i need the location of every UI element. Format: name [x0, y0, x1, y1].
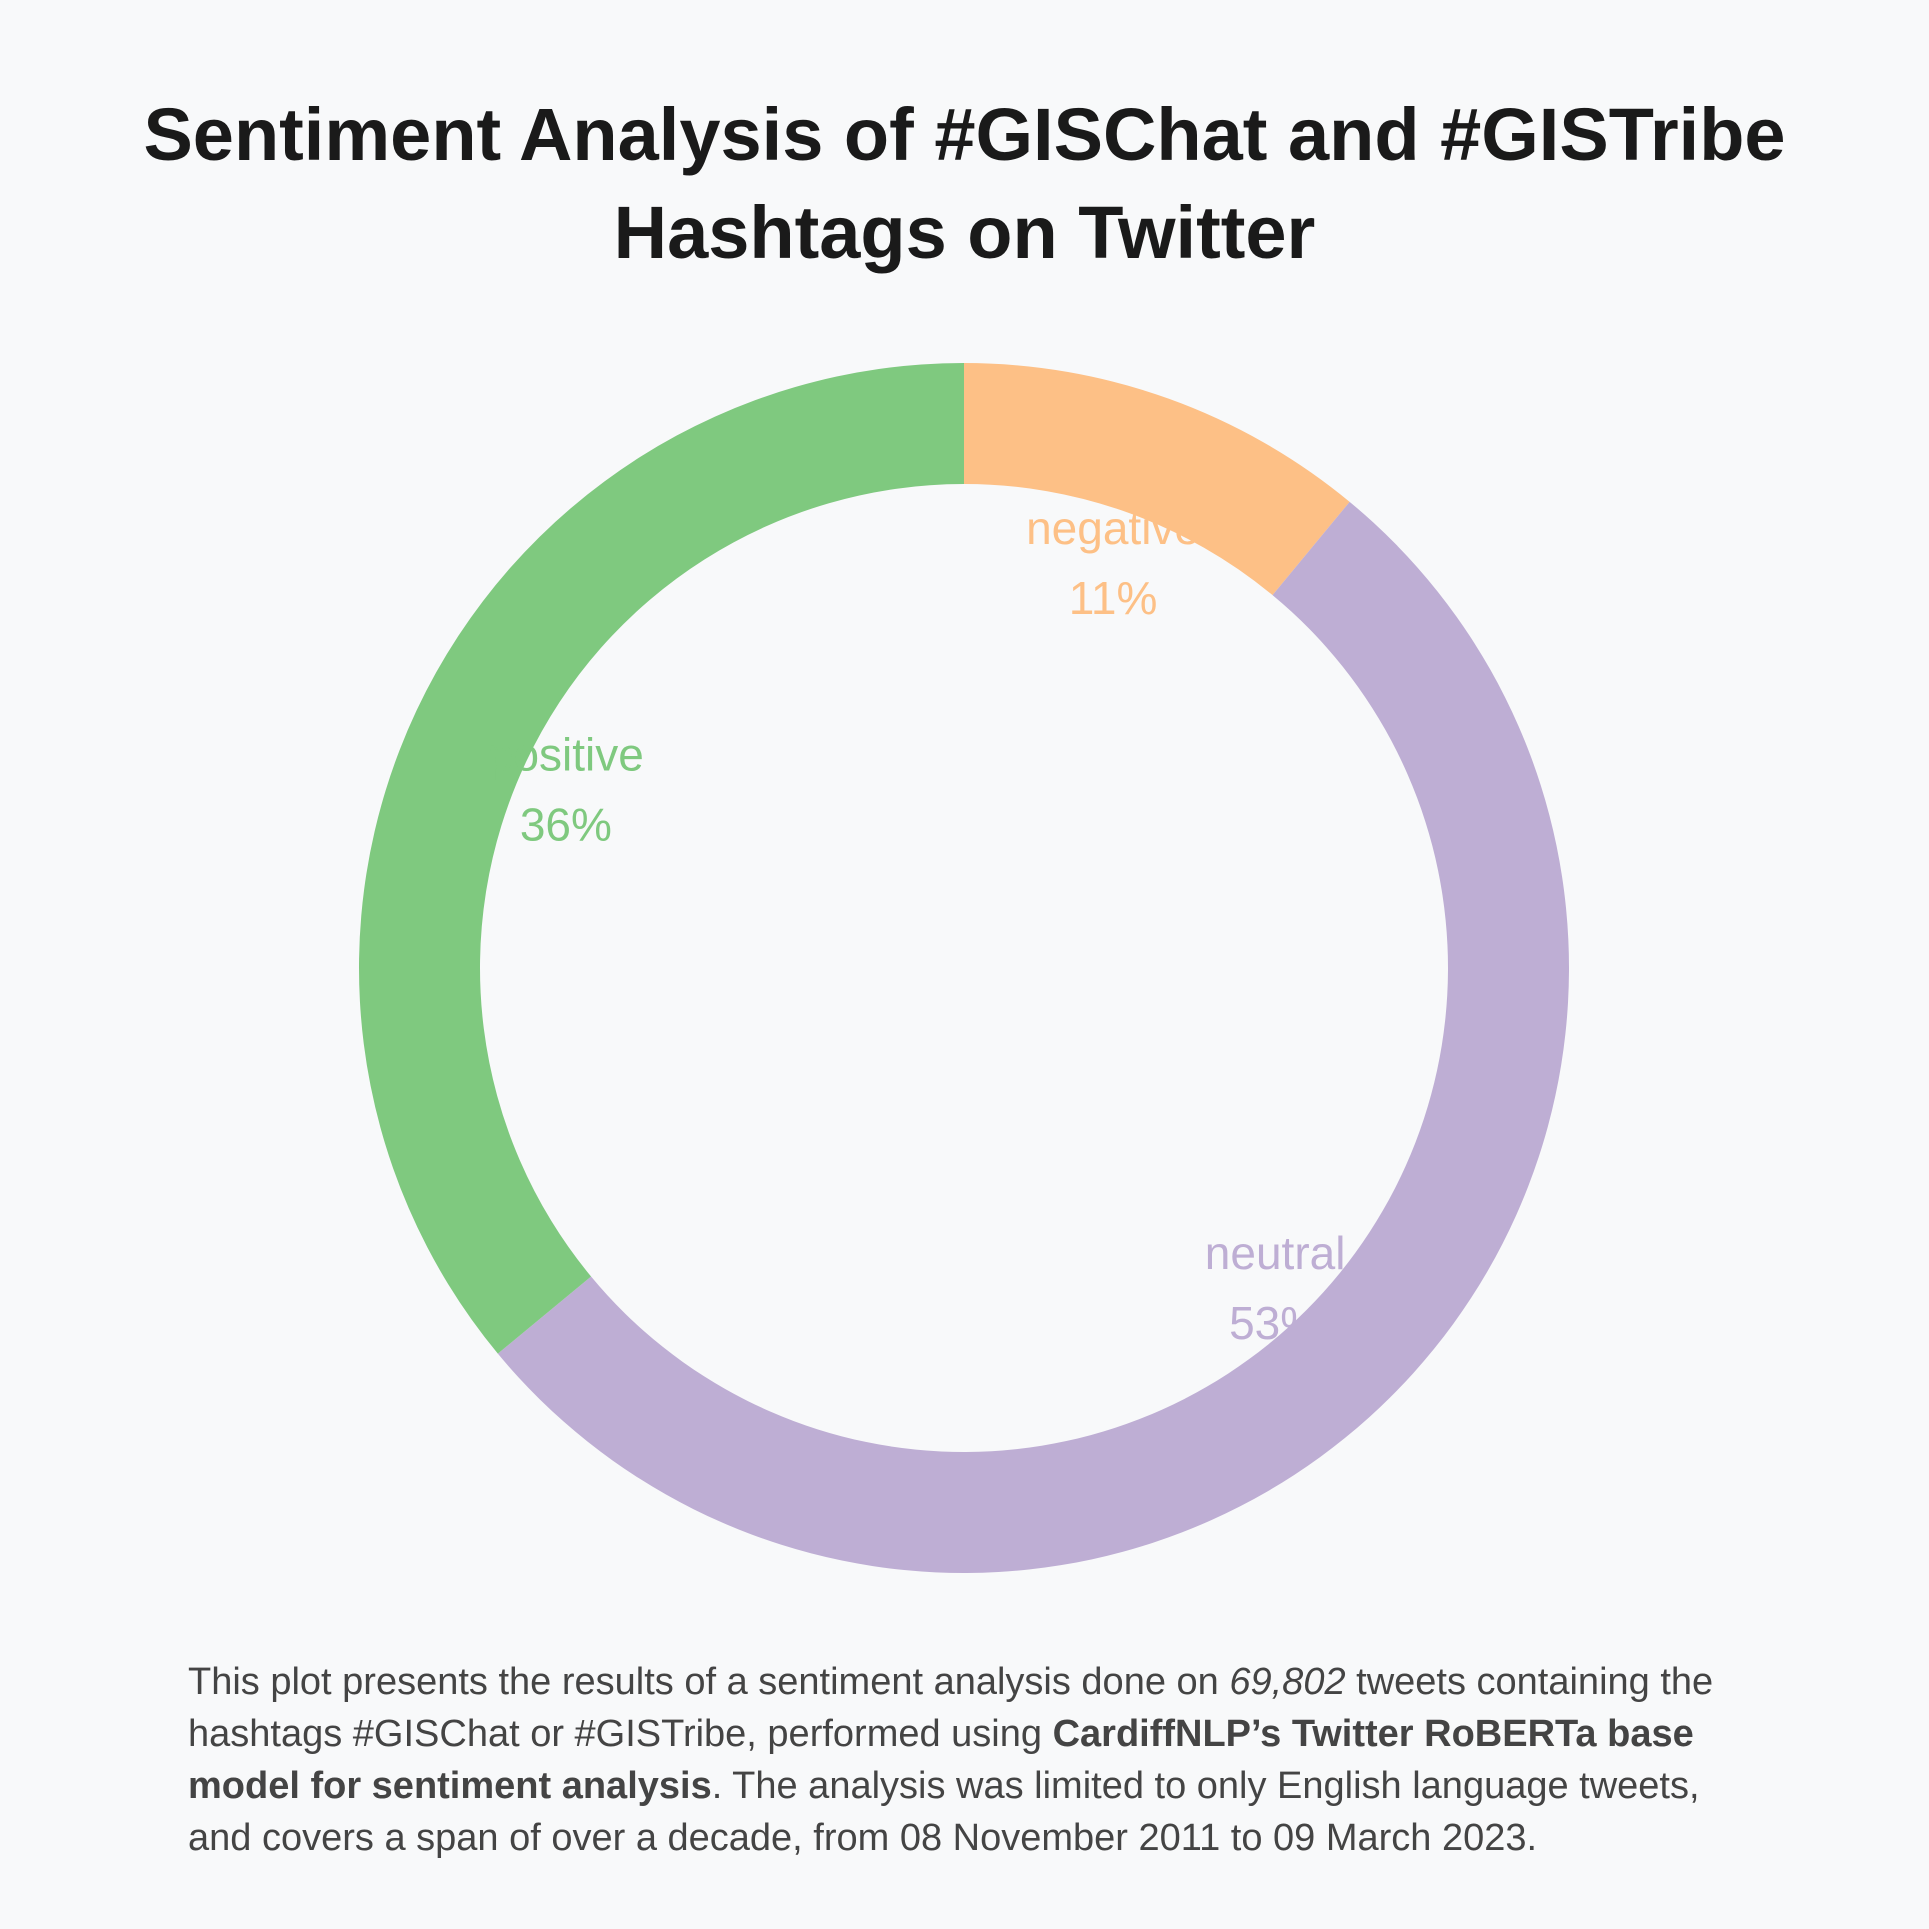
donut-labels: negative 11% neutral 53% positive 36% — [488, 502, 1346, 1349]
chart-title-line-1: Sentiment Analysis of #GISChat and #GIST… — [143, 93, 1786, 176]
donut-slice-positive — [359, 363, 964, 1354]
caption-model-name: CardiffNLP’s Twitter RoBERTa base model … — [188, 1713, 1694, 1807]
donut-slice-neutral — [497, 501, 1570, 1574]
caption-part-3: . The analysis was limited to only Engli… — [188, 1765, 1700, 1859]
slice-value-neutral: 53% — [1229, 1297, 1321, 1349]
donut-slice-negative — [964, 363, 1350, 596]
slice-value-positive: 36% — [520, 799, 612, 851]
chart-title-line-2: Hashtags on Twitter — [613, 191, 1316, 274]
chart-title: Sentiment Analysis of #GISChat and #GIST… — [0, 86, 1929, 282]
caption-part-2: tweets containing the hashtags #GISChat … — [188, 1661, 1714, 1755]
donut-slices — [359, 363, 1570, 1574]
slice-value-negative: 11% — [1069, 572, 1158, 624]
caption-tweet-count: 69,802 — [1229, 1661, 1346, 1703]
slice-label-neutral: neutral — [1205, 1227, 1346, 1279]
chart-caption: This plot presents the results of a sent… — [188, 1656, 1768, 1864]
caption-part-1: This plot presents the results of a sent… — [188, 1661, 1230, 1703]
slice-label-positive: positive — [488, 729, 644, 781]
slice-label-negative: negative — [1026, 502, 1200, 554]
